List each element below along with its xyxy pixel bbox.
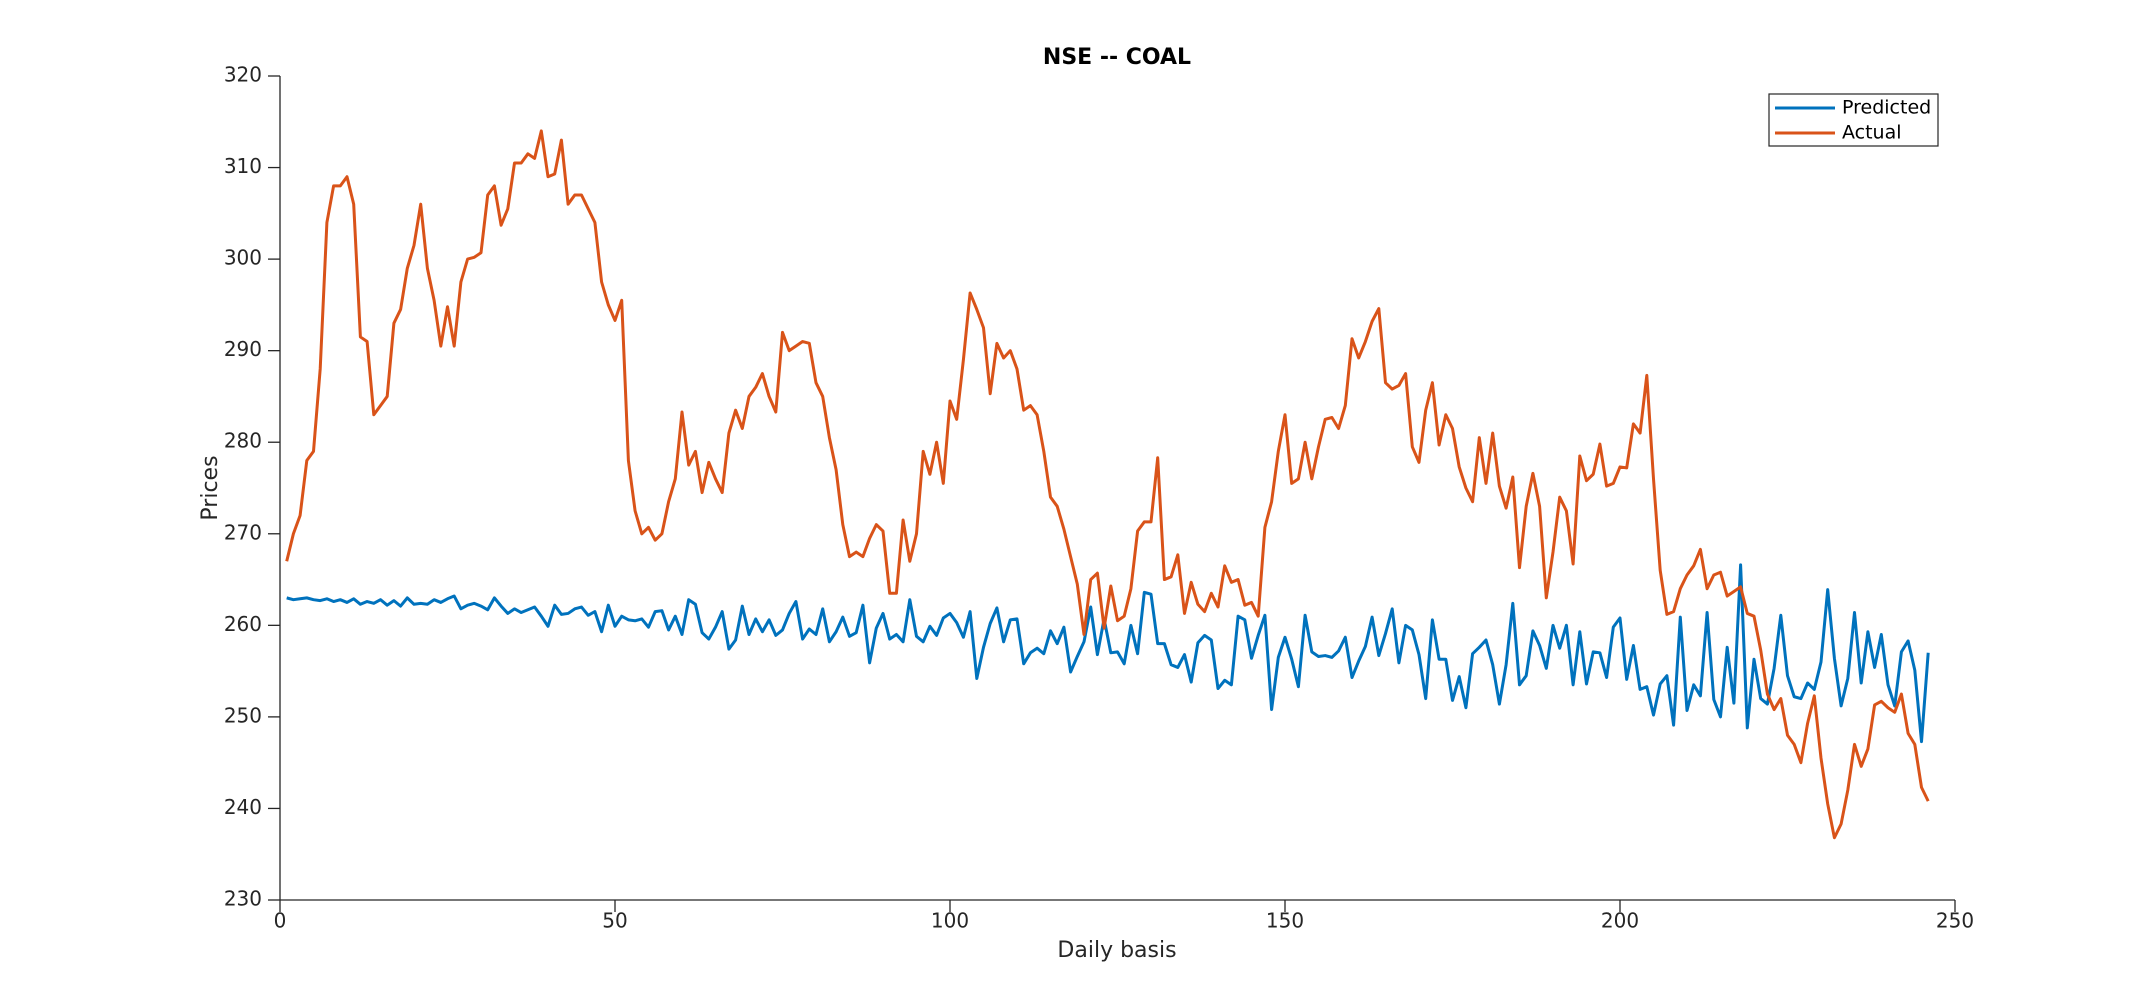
series-line bbox=[286, 563, 1930, 744]
y-tick-label: 260 bbox=[224, 612, 262, 636]
y-tick-label: 320 bbox=[224, 63, 262, 87]
y-axis-label: Prices bbox=[198, 455, 223, 520]
x-tick-label: 250 bbox=[1936, 909, 1974, 933]
legend-label: Actual bbox=[1842, 122, 1902, 144]
y-tick-label: 240 bbox=[224, 795, 262, 819]
y-tick-label: 310 bbox=[224, 154, 262, 178]
y-tick-label: 280 bbox=[224, 429, 262, 453]
x-tick-label: 100 bbox=[931, 909, 969, 933]
y-tick-label: 230 bbox=[224, 887, 262, 911]
y-tick-label: 290 bbox=[224, 337, 262, 361]
legend-box bbox=[1768, 93, 1939, 147]
y-tick-label: 300 bbox=[224, 246, 262, 270]
x-tick-label: 0 bbox=[274, 909, 287, 933]
y-tick-label: 250 bbox=[224, 703, 262, 727]
x-tick-label: 150 bbox=[1266, 909, 1304, 933]
x-tick-label: 50 bbox=[602, 909, 627, 933]
x-axis-label: Daily basis bbox=[1057, 938, 1176, 963]
legend-label: Predicted bbox=[1842, 97, 1931, 119]
x-tick-label: 200 bbox=[1601, 909, 1639, 933]
y-tick-label: 270 bbox=[224, 520, 262, 544]
chart-title: NSE -- COAL bbox=[1043, 45, 1191, 70]
series-line bbox=[285, 129, 1930, 840]
